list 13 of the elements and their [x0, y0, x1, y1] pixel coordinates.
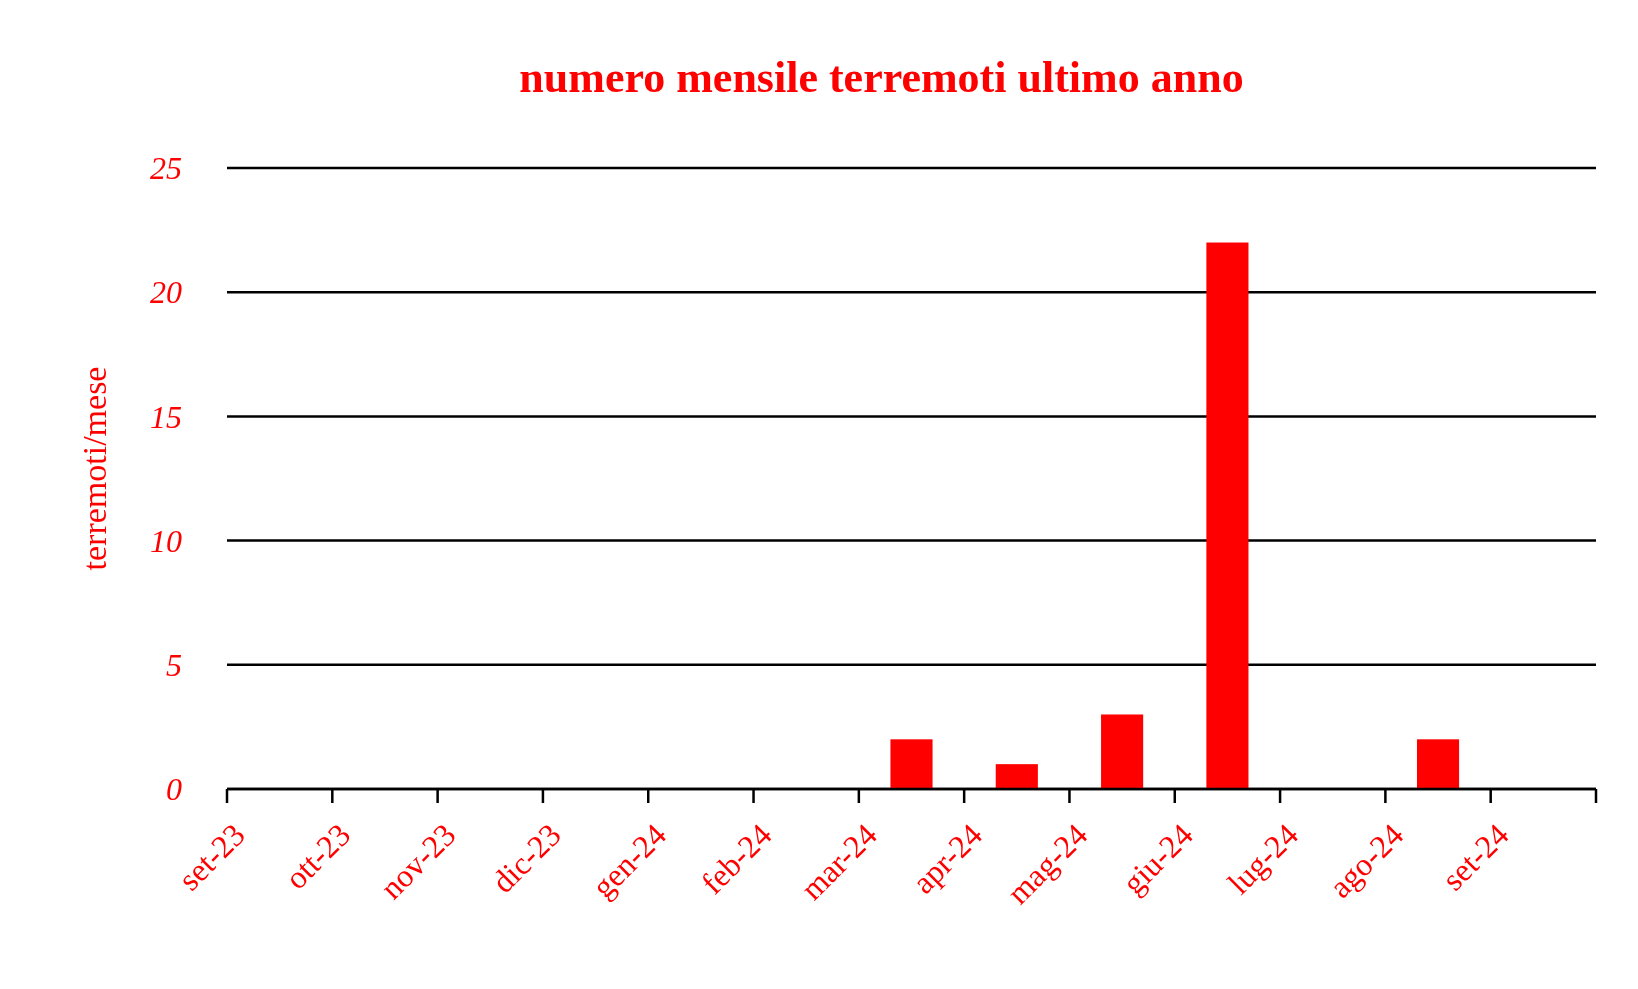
y-tick-label: 0: [166, 771, 182, 808]
bar: [890, 739, 933, 789]
y-tick-label: 20: [150, 274, 182, 311]
bar: [1206, 242, 1249, 789]
y-tick-label: 10: [150, 522, 182, 559]
y-axis-title: terremoti/mese: [76, 366, 113, 571]
y-tick-label: 5: [166, 647, 182, 683]
bar: [1416, 739, 1460, 789]
bar: [995, 764, 1038, 789]
chart-title: numero mensile terremoti ultimo anno: [519, 53, 1244, 102]
bar: [1101, 714, 1144, 789]
y-tick-label: 15: [150, 398, 182, 435]
y-tick-label: 25: [150, 150, 182, 187]
